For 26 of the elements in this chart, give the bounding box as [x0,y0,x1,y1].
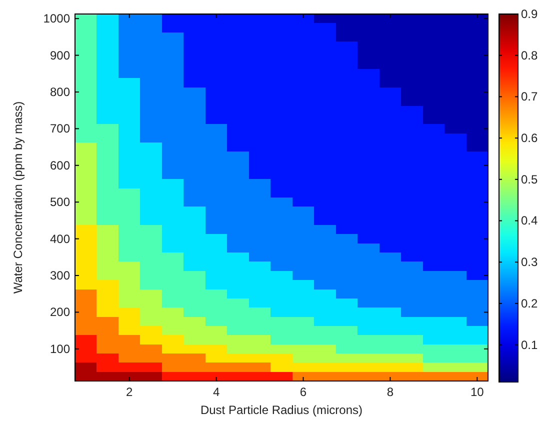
color-bar-label: 0.6 [521,131,538,146]
y-tick-label: 900 [50,48,70,62]
y-tick-label: 800 [50,84,70,99]
color-bar-label: 0.2 [521,296,538,310]
y-tick-label: 1000 [43,12,70,26]
y-axis-title: Water Concentration (ppm by mass) [11,101,25,294]
y-tick-label: 200 [50,305,70,320]
y-tick-label: 500 [50,195,70,210]
y-tick-label: 300 [50,268,70,282]
x-tick-label: 2 [126,385,133,399]
color-bar-label: 0.5 [521,172,538,186]
x-tick-label: 4 [212,385,220,399]
color-bar-label: 0.7 [521,90,538,104]
y-tick-label: 100 [50,342,70,356]
y-tick-label: 700 [50,122,70,136]
color-bar-label: 0.4 [521,214,538,228]
y-tick-label: 400 [50,232,70,246]
color-bar-label: 0.8 [521,48,538,62]
x-tick-label: 10 [470,385,484,399]
x-tick-label: 8 [386,385,394,399]
x-axis-title: Dust Particle Radius (microns) [200,403,363,417]
y-tick-label: 600 [50,158,70,172]
color-bar-label: 0.1 [521,338,538,352]
x-tick-label: 6 [300,385,307,399]
color-bar-label: 0.9 [521,7,538,21]
color-bar-label: 0.3 [521,255,538,270]
